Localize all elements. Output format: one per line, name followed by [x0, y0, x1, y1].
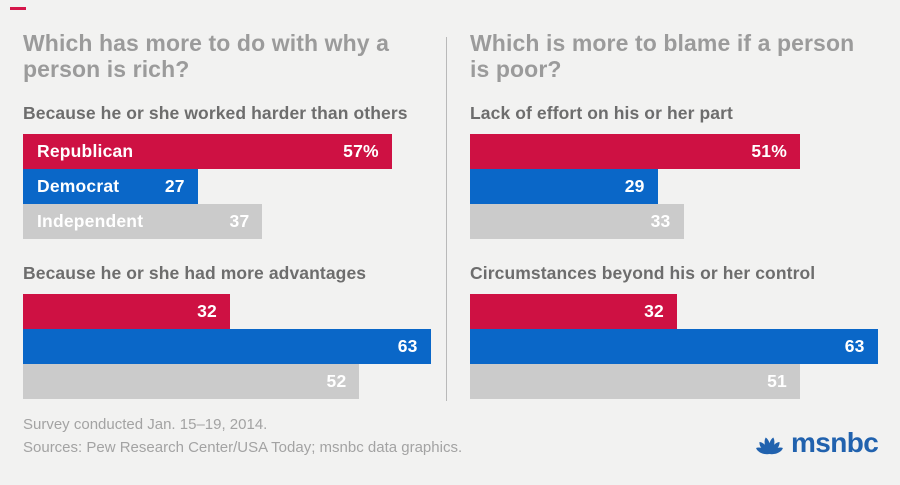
panel-rich: Which has more to do with why a person i…	[23, 30, 433, 399]
bar-republican: 32	[470, 294, 677, 329]
bar-democrat: 29	[470, 169, 658, 204]
bar-value-label: 27	[164, 176, 185, 196]
bar-democrat: 63	[470, 329, 878, 364]
bar-party-label: Democrat	[37, 176, 120, 196]
bar-independent: 33	[470, 204, 684, 239]
bar-party-label: Republican	[37, 141, 134, 161]
msnbc-wordmark: msnbc	[791, 427, 879, 458]
bar-group: 32 63 51	[470, 294, 880, 399]
survey-date-note: Survey conducted Jan. 15–19, 2014.	[23, 416, 268, 433]
bar-value-label: 33	[650, 211, 671, 231]
chart-rich-more-advantages: Because he or she had more advantages 32…	[23, 263, 433, 399]
bar-value-label: 52	[326, 371, 347, 391]
footer-notes: Survey conducted Jan. 15–19, 2014. Sourc…	[23, 413, 462, 459]
bar-value-label: 37	[229, 211, 250, 231]
chart-rich-worked-harder: Because he or she worked harder than oth…	[23, 103, 433, 239]
bar-value-label: 63	[844, 336, 865, 356]
chart-poor-lack-of-effort: Lack of effort on his or her part 51% 29 3…	[470, 103, 880, 239]
chart-subtitle: Because he or she had more advantages	[23, 263, 367, 283]
nbc-peacock-icon	[756, 437, 783, 455]
bar-value-label: 32	[644, 301, 664, 321]
bar-independent: Independent 37	[23, 204, 263, 239]
panel-rich-title-line2: person is rich?	[23, 56, 190, 82]
panel-rich-title-line1: Which has more to do with why a	[23, 30, 390, 56]
bar-value-label: 51%	[751, 141, 787, 161]
panel-poor: Which is more to blame if a person is po…	[470, 30, 880, 399]
bar-value-label: 63	[397, 336, 418, 356]
bar-independent: 51	[470, 364, 800, 399]
chart-subtitle: Circumstances beyond his or her control	[470, 263, 816, 283]
bar-value-label: 29	[624, 176, 645, 196]
bar-party-label: Independent	[37, 211, 144, 231]
panel-poor-title-line1: Which is more to blame if a person	[470, 30, 855, 56]
msnbc-logo: msnbc	[753, 427, 879, 459]
chart-subtitle: Lack of effort on his or her part	[470, 103, 733, 123]
bar-republican: 32	[23, 294, 230, 329]
bar-democrat: 63	[23, 329, 431, 364]
chart-poor-circumstances: Circumstances beyond his or her control …	[470, 263, 880, 399]
bar-group: Republican 57% Democrat 27 Independent 37	[23, 134, 433, 239]
bar-republican: Republican 57%	[23, 134, 392, 169]
bar-independent: 52	[23, 364, 360, 399]
panel-rich-title: Which has more to do with why a person i…	[23, 30, 433, 82]
panel-divider	[446, 37, 447, 401]
sources-note: Sources: Pew Research Center/USA Today; …	[23, 439, 463, 456]
bar-republican: 51%	[470, 134, 800, 169]
bar-group: 32 63 52	[23, 294, 433, 399]
brand-accent-dash	[10, 7, 26, 10]
bar-value-label: 57%	[343, 141, 379, 161]
bar-democrat: Democrat 27	[23, 169, 198, 204]
chart-subtitle: Because he or she worked harder than oth…	[23, 103, 408, 123]
bar-value-label: 51	[767, 371, 787, 391]
bar-group: 51% 29 33	[470, 134, 880, 239]
bar-value-label: 32	[197, 301, 217, 321]
panel-poor-title-line2: is poor?	[470, 56, 562, 82]
panel-poor-title: Which is more to blame if a person is po…	[470, 30, 880, 82]
